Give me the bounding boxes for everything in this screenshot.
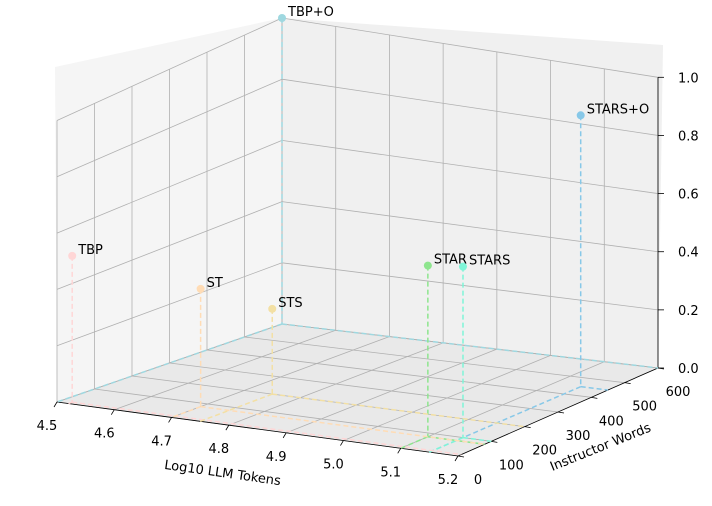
- floor-pane: [57, 324, 658, 456]
- x-tick-label: 4.5: [37, 419, 58, 434]
- y-tick-label: 600: [666, 385, 691, 400]
- y-tick-label: 400: [599, 414, 624, 429]
- x-tick: [53, 401, 58, 408]
- point-label: TBP+O: [287, 5, 334, 20]
- left-gridline-z: [56, 201, 283, 290]
- left-gridline-z: [56, 262, 283, 347]
- y-tick-label: 0: [474, 473, 482, 488]
- stem-floor-y: [72, 401, 462, 456]
- stem-floor-y: [580, 385, 609, 391]
- y-tick-label: 500: [632, 400, 657, 415]
- left-gridline-z: [56, 78, 283, 178]
- chart-axes: 4.5 4.6 4.7 4.8 4.9 5.0 5.1 5.2 0 100 200 300 400 500…: [37, 71, 699, 488]
- x-tick: [397, 448, 402, 454]
- stem-floor-y: [272, 393, 525, 428]
- x-tick: [225, 424, 230, 431]
- x-axis-label: Log10 LLM Tokens: [163, 458, 282, 489]
- y-tick: [557, 411, 565, 414]
- x-tick: [168, 417, 172, 423]
- floor-gridline-y: [244, 336, 625, 384]
- y-tick: [457, 455, 465, 458]
- x-tick-label: 4.9: [266, 450, 287, 465]
- chart-stems: [56, 18, 659, 456]
- y-tick-label: 200: [532, 444, 557, 459]
- back-gridline-z: [281, 262, 659, 311]
- point-label: STS: [278, 296, 302, 311]
- back-gridline-z: [281, 17, 659, 78]
- floor-gridline-y: [94, 388, 492, 442]
- back-pane: [282, 18, 663, 368]
- y-tick: [591, 396, 598, 399]
- x-tick: [110, 409, 115, 415]
- chart-labels: TBP+O STARS+O STAR STARS TBP ST STS: [77, 5, 649, 311]
- back-gridline-z: [281, 78, 659, 136]
- point-label: TBP: [77, 243, 103, 258]
- back-gridline-z: [281, 201, 659, 253]
- y-tick-label: 300: [566, 429, 591, 444]
- x-tick-label: 5.2: [438, 473, 459, 488]
- stem-floor-x: [171, 405, 201, 419]
- z-tick-label: 0.0: [678, 362, 699, 377]
- chart-panes: [55, 18, 663, 456]
- x-tick-label: 4.6: [94, 427, 115, 442]
- y-tick: [491, 440, 498, 443]
- data-point: [196, 284, 205, 293]
- y-tick: [624, 382, 631, 385]
- x-tick: [282, 432, 287, 439]
- data-point: [458, 262, 467, 271]
- point-label: ST: [207, 276, 223, 291]
- point-label: STARS: [469, 254, 510, 269]
- data-point: [68, 251, 77, 260]
- stem-floor-x: [199, 393, 273, 422]
- stem-floor-x: [400, 436, 429, 449]
- x-tick-label: 4.8: [209, 442, 230, 457]
- chart-gridlines: [56, 17, 659, 457]
- z-tick-label: 0.6: [678, 188, 699, 203]
- z-tick-label: 0.2: [678, 304, 699, 319]
- point-label: STARS+O: [587, 102, 650, 117]
- back-gridline-z: [281, 140, 659, 194]
- x-tick: [454, 455, 459, 462]
- x-tick-label: 5.0: [323, 458, 344, 473]
- left-gridline-z: [56, 17, 283, 121]
- stem-floor-x: [68, 401, 73, 405]
- left-gridline-z: [56, 323, 283, 403]
- x-tick-label: 4.7: [151, 434, 172, 449]
- x-tick-label: 5.1: [380, 465, 401, 480]
- data-point: [278, 14, 286, 22]
- z-tick-label: 0.8: [678, 129, 699, 144]
- left-gridline-z: [56, 140, 283, 234]
- stem-floor-x: [429, 436, 464, 453]
- stem-floor-y: [281, 323, 659, 369]
- chart-points: [68, 14, 585, 313]
- data-point: [576, 111, 585, 120]
- z-tick-label: 0.4: [678, 246, 699, 261]
- data-point: [268, 304, 277, 313]
- data-point: [423, 261, 432, 270]
- x-tick: [340, 440, 344, 446]
- stem-floor-y: [462, 436, 492, 443]
- left-pane: [55, 18, 282, 402]
- floor-gridline-y: [169, 362, 559, 413]
- z-tick-label: 1.0: [678, 71, 699, 86]
- point-label: STAR: [434, 253, 467, 268]
- y-tick: [524, 426, 531, 429]
- x-axis-line: [56, 401, 459, 457]
- y-tick-label: 100: [499, 458, 524, 473]
- floor-gridline-y: [206, 349, 592, 398]
